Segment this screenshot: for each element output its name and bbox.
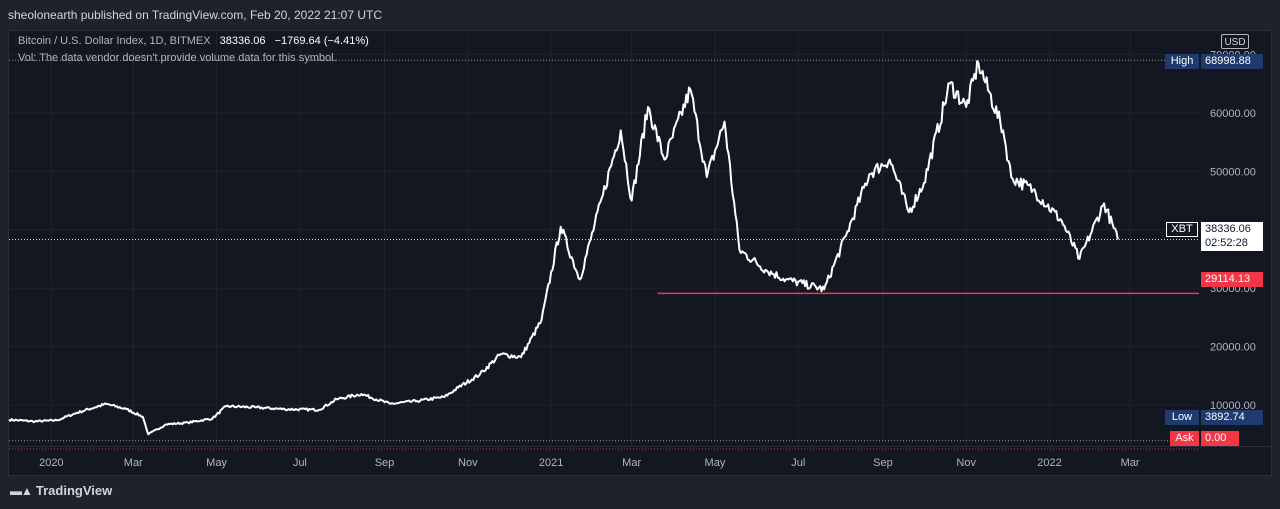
currency-button[interactable]: USD <box>1221 34 1249 49</box>
symbol-label: Bitcoin / U.S. Dollar Index, 1D, BITMEX <box>18 35 211 47</box>
grid-lines <box>9 31 1271 447</box>
bottom-bar <box>0 476 1280 509</box>
low-value: 3892.74 <box>1201 410 1263 425</box>
x-tick-label: Sep <box>375 457 395 469</box>
chart-frame[interactable] <box>8 30 1272 476</box>
ask-value: 0.00 <box>1201 431 1239 446</box>
top-bar: sheolonearth published on TradingView.co… <box>0 0 1280 30</box>
last-symbol-tag: XBT <box>1166 222 1198 237</box>
x-axis-labels: 2020 Mar May Jul Sep Nov 2021 Mar May Jul Sep Nov 20… <box>39 457 1140 469</box>
y-tick-label: 10000.00 <box>1210 400 1256 412</box>
countdown-tag: 02:52:28 <box>1201 236 1263 251</box>
y-tick-label: 20000.00 <box>1210 342 1256 354</box>
price-change: −1769.64 (−4.41%) <box>274 35 369 47</box>
y-tick-label: 60000.00 <box>1210 108 1256 120</box>
x-tick-label: May <box>705 457 726 469</box>
x-tick-label: Mar <box>622 457 641 469</box>
publisher-line: sheolonearth published on TradingView.co… <box>8 8 383 22</box>
last-value-tag: 38336.06 <box>1201 222 1263 237</box>
tradingview-logo[interactable]: ▬▲ TradingView <box>10 483 112 498</box>
x-tick-label: 2022 <box>1037 457 1061 469</box>
ask-label: Ask <box>1170 431 1199 446</box>
last-price: 38336.06 <box>219 35 266 47</box>
high-value: 68998.88 <box>1201 54 1263 69</box>
support-value-tag: 29114.13 <box>1201 272 1263 287</box>
x-tick-label: Sep <box>873 457 893 469</box>
x-tick-label: 2021 <box>539 457 563 469</box>
tradingview-mark-icon: ▬▲ <box>10 484 33 498</box>
x-tick-label: Jul <box>293 457 307 469</box>
price-line <box>8 60 1119 436</box>
x-tick-label: Mar <box>1121 457 1140 469</box>
volume-note: Vol: The data vendor doesn't provide vol… <box>18 52 337 64</box>
y-tick-label: 50000.00 <box>1210 166 1256 178</box>
tradingview-wordmark: TradingView <box>35 483 113 498</box>
symbol-legend[interactable]: Bitcoin / U.S. Dollar Index, 1D, BITMEX … <box>18 35 369 47</box>
x-tick-label: May <box>206 457 227 469</box>
x-tick-label: Jul <box>791 457 805 469</box>
x-tick-label: 2020 <box>39 457 63 469</box>
x-tick-label: Nov <box>458 457 478 469</box>
low-label: Low <box>1165 410 1199 425</box>
high-label: High <box>1165 54 1199 69</box>
reference-lines <box>9 59 1199 450</box>
x-tick-label: Mar <box>124 457 143 469</box>
x-tick-label: Nov <box>956 457 976 469</box>
